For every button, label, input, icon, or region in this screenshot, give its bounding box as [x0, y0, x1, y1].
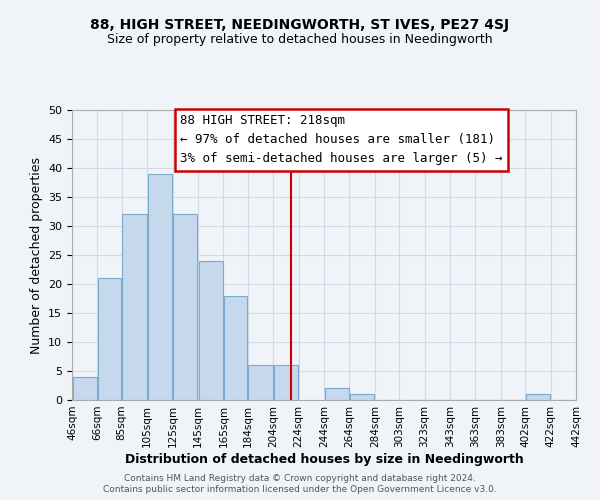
- Bar: [224, 296, 247, 400]
- Text: 88 HIGH STREET: 218sqm
← 97% of detached houses are smaller (181)
3% of semi-det: 88 HIGH STREET: 218sqm ← 97% of detached…: [181, 114, 503, 166]
- Bar: [173, 214, 197, 400]
- X-axis label: Distribution of detached houses by size in Needingworth: Distribution of detached houses by size …: [125, 452, 523, 466]
- Bar: [148, 174, 172, 400]
- Bar: [199, 261, 223, 400]
- Bar: [325, 388, 349, 400]
- Y-axis label: Number of detached properties: Number of detached properties: [29, 156, 43, 354]
- Bar: [526, 394, 550, 400]
- Text: Size of property relative to detached houses in Needingworth: Size of property relative to detached ho…: [107, 32, 493, 46]
- Bar: [98, 278, 121, 400]
- Text: Contains public sector information licensed under the Open Government Licence v3: Contains public sector information licen…: [103, 485, 497, 494]
- Bar: [248, 365, 272, 400]
- Text: 88, HIGH STREET, NEEDINGWORTH, ST IVES, PE27 4SJ: 88, HIGH STREET, NEEDINGWORTH, ST IVES, …: [91, 18, 509, 32]
- Bar: [274, 365, 298, 400]
- Bar: [122, 214, 146, 400]
- Text: Contains HM Land Registry data © Crown copyright and database right 2024.: Contains HM Land Registry data © Crown c…: [124, 474, 476, 483]
- Bar: [350, 394, 374, 400]
- Bar: [73, 377, 97, 400]
